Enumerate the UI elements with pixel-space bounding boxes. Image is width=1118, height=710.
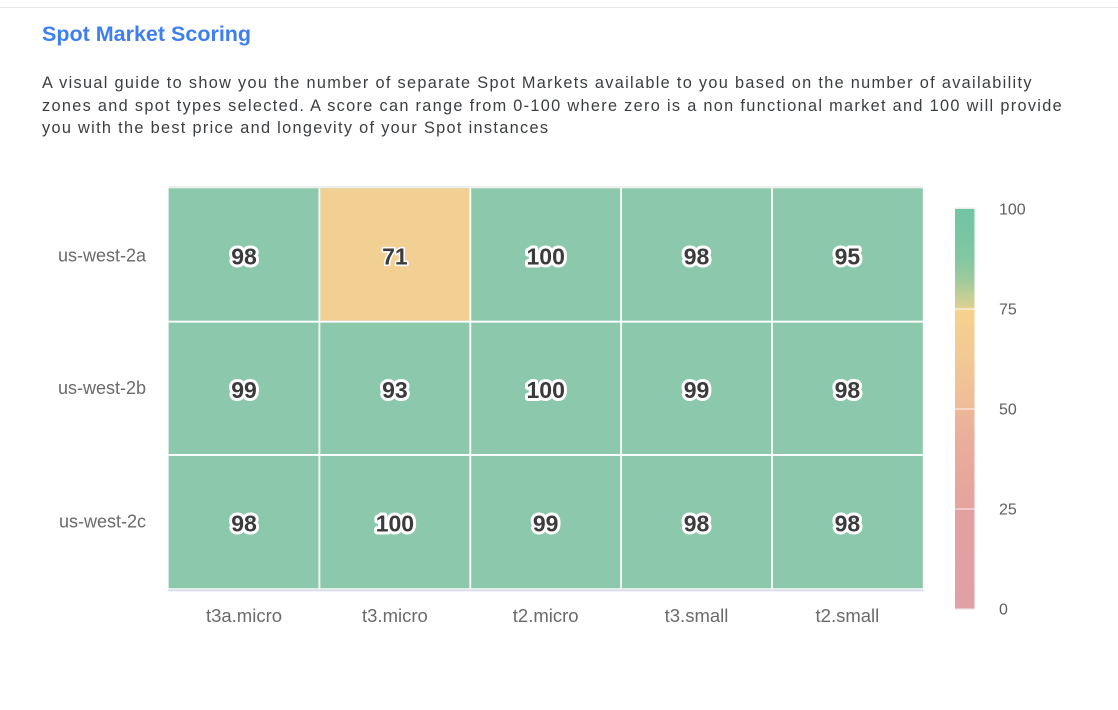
- svg-text:100: 100: [527, 377, 565, 403]
- svg-text:t2.small: t2.small: [816, 605, 880, 626]
- svg-text:93: 93: [382, 377, 408, 403]
- svg-text:100: 100: [527, 244, 565, 270]
- svg-text:98: 98: [231, 244, 257, 270]
- svg-text:25: 25: [999, 502, 1017, 519]
- svg-text:0: 0: [999, 602, 1008, 619]
- svg-text:98: 98: [231, 510, 257, 536]
- svg-text:100: 100: [999, 202, 1026, 219]
- svg-text:99: 99: [231, 377, 257, 403]
- svg-text:95: 95: [835, 244, 861, 270]
- svg-text:us-west-2a: us-west-2a: [58, 245, 147, 265]
- svg-text:us-west-2c: us-west-2c: [59, 511, 146, 531]
- svg-text:100: 100: [376, 510, 414, 536]
- svg-text:t3.micro: t3.micro: [362, 605, 428, 626]
- svg-text:50: 50: [999, 402, 1017, 419]
- svg-text:75: 75: [999, 302, 1017, 319]
- svg-text:t3a.micro: t3a.micro: [206, 605, 282, 626]
- svg-text:99: 99: [533, 510, 559, 536]
- svg-text:98: 98: [835, 377, 861, 403]
- svg-text:98: 98: [684, 510, 710, 536]
- svg-text:98: 98: [835, 510, 861, 536]
- svg-text:98: 98: [684, 244, 710, 270]
- svg-text:99: 99: [684, 377, 710, 403]
- svg-text:us-west-2b: us-west-2b: [58, 378, 146, 398]
- svg-text:71: 71: [382, 244, 408, 270]
- svg-text:t2.micro: t2.micro: [513, 605, 579, 626]
- svg-text:t3.small: t3.small: [665, 605, 729, 626]
